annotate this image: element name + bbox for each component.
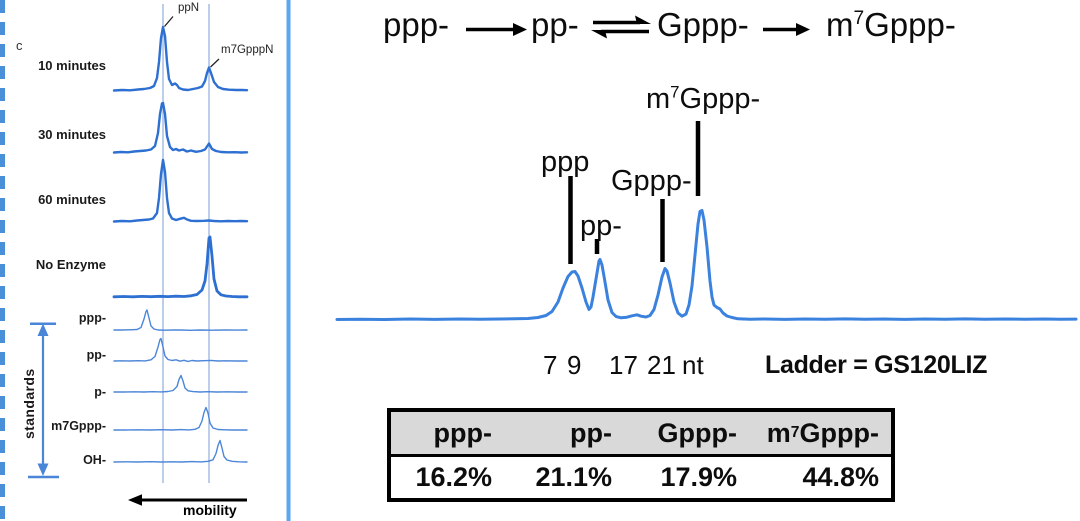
reaction-arrow-1 (466, 23, 527, 36)
standards-traces (113, 309, 248, 463)
standard-label-ppp: ppp- (78, 311, 106, 325)
peak-label-gppp: Gppp- (611, 165, 692, 197)
header-m7gppp: m 7 Gppp- (766, 417, 879, 448)
peak-label-pp: pp- (580, 210, 622, 242)
panel-label: c (16, 38, 23, 53)
header-pp: pp- (570, 417, 612, 448)
reaction-species-m7gppp: m7Gppp- (826, 6, 956, 43)
header-ppp: ppp- (433, 417, 492, 448)
header-gppp: Gppp- (657, 417, 737, 448)
trace-no-enzyme (112, 235, 249, 299)
standard-label-oh: OH- (83, 453, 106, 467)
reaction-equilibrium-arrows (591, 15, 651, 39)
m7gppp-suffix: Gppp- (799, 417, 879, 448)
x-axis-unit: nt (682, 350, 704, 380)
m7gppp-prefix: m (766, 417, 791, 448)
value-pp: 21.1% (535, 462, 612, 492)
time-course-traces (112, 25, 249, 299)
time-label-no-enzyme: No Enzyme (35, 257, 106, 272)
x-tick-9: 9 (567, 350, 582, 380)
m7gppp-suffix: Gppp- (864, 6, 956, 43)
trace-30min (112, 101, 249, 154)
trace-ppp-standard (113, 309, 248, 331)
standards-range-arrow (28, 322, 59, 479)
m7gppp-prefix: m (826, 6, 854, 43)
superscript-7: 7 (853, 8, 865, 29)
time-label-60min: 60 minutes (38, 192, 106, 207)
percent-table-value-row: 16.2% 21.1% 17.9% 44.8% (391, 457, 891, 498)
value-ppp: 16.2% (415, 462, 492, 492)
reaction-species-ppp: ppp- (383, 6, 450, 43)
trace-10min (112, 25, 249, 92)
standards-axis-label: standards (21, 368, 37, 440)
peak-label-m7gppp: m7Gppp- (646, 82, 761, 115)
trace-m7gppp-standard (113, 406, 248, 431)
trace-oh-standard (113, 439, 248, 463)
value-gppp: 17.9% (660, 462, 737, 492)
reaction-species-pp: pp- (531, 6, 579, 43)
callout-m7gpppn: m7GpppN (221, 44, 274, 56)
main-peak-pointer-lines (568, 121, 701, 264)
callout-ppn: ppN (178, 2, 200, 14)
callout-pointer-lines (164, 16, 220, 68)
left-gridlines (162, 4, 210, 483)
peak-label-ppp: ppp (541, 146, 590, 178)
superscript-7: 7 (670, 82, 680, 102)
reaction-arrow-2 (763, 23, 810, 36)
mobility-axis-label: mobility (183, 502, 237, 518)
value-m7gppp: 44.8% (802, 462, 879, 492)
trace-60min (112, 158, 249, 223)
x-tick-7: 7 (543, 350, 558, 380)
mobility-arrow (128, 494, 247, 506)
standard-label-pp: pp- (86, 348, 106, 362)
trace-p-standard (113, 374, 248, 393)
standard-label-p: p- (94, 385, 106, 399)
standard-label-m7gppp: m7Gppp- (51, 419, 106, 433)
percent-table: ppp- pp- Gppp- m 7 Gppp- 16.2% 21.1% 17.9%… (387, 408, 895, 502)
trace-pp-standard (113, 337, 248, 363)
ladder-note: Ladder = GS120LIZ (765, 351, 988, 379)
time-label-10min: 10 minutes (38, 58, 106, 73)
m7gppp-prefix: m (646, 83, 671, 115)
x-tick-21: 21 (647, 350, 676, 380)
time-label-30min: 30 minutes (38, 127, 106, 142)
reaction-species-gppp: Gppp- (657, 6, 749, 43)
x-tick-17: 17 (609, 350, 638, 380)
m7gppp-suffix: Gppp- (679, 83, 761, 115)
main-trace (335, 209, 1078, 321)
percent-table-header-row: ppp- pp- Gppp- m 7 Gppp- (391, 412, 891, 457)
